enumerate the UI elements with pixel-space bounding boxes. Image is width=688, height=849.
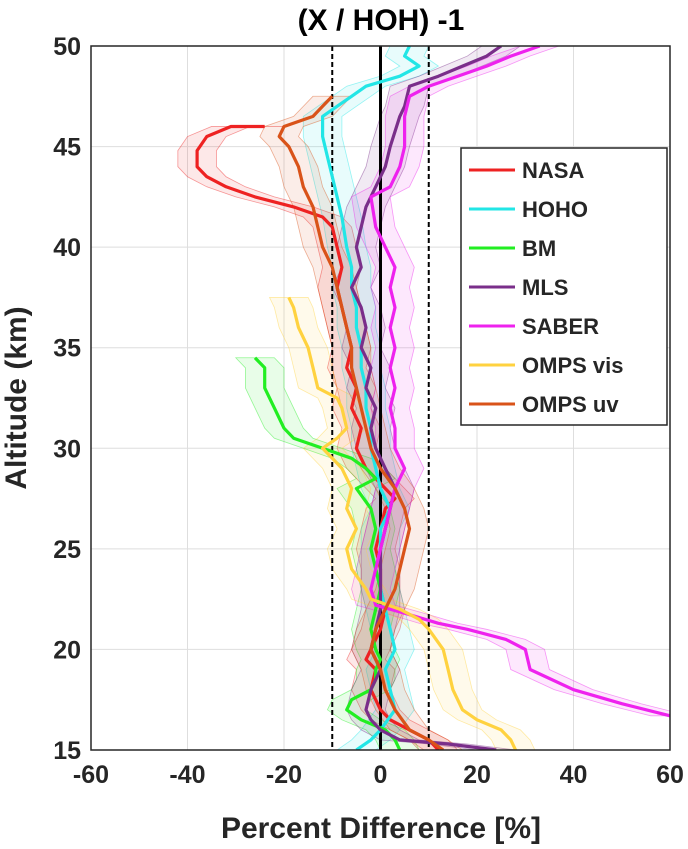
x-tick-label: 20 — [463, 761, 491, 789]
nasa-series-line — [195, 124, 440, 750]
omps-uv-legend-label: OMPS uv — [522, 392, 619, 417]
x-axis-label: Percent Difference [%] — [221, 812, 541, 845]
y-tick-label: 25 — [53, 536, 81, 564]
nasa-legend-label: NASA — [522, 158, 584, 183]
y-tick-label: 40 — [53, 234, 81, 262]
bm-legend-label: BM — [522, 236, 556, 261]
x-tick-label: 0 — [374, 761, 388, 789]
mls-series-line — [350, 46, 503, 750]
data-series — [195, 46, 670, 750]
saber-series-line — [369, 46, 670, 718]
y-axis-label: Altitude (km) — [0, 306, 33, 489]
mls-legend-label: MLS — [522, 275, 568, 300]
x-tick-label: -60 — [73, 761, 109, 789]
legend: NASA HOHO BM MLS SABER OMPS vis OMPS uv — [460, 147, 668, 426]
y-tick-labels: 15 20 25 30 35 40 45 50 — [53, 33, 81, 765]
nasa-uncertainty-band — [177, 126, 459, 750]
y-tick-label: 20 — [53, 636, 81, 664]
x-tick-label: -20 — [266, 761, 302, 789]
x-tick-label: 60 — [656, 761, 684, 789]
y-tick-label: 35 — [53, 335, 81, 363]
x-tick-labels: -60 -40 -20 0 20 40 60 — [73, 761, 684, 789]
y-tick-label: 50 — [53, 33, 81, 61]
saber-legend-label: SABER — [522, 314, 599, 339]
y-tick-label: 15 — [53, 737, 81, 765]
y-tick-label: 45 — [53, 134, 81, 162]
y-tick-label: 30 — [53, 435, 81, 463]
omps-vis-series-line — [287, 296, 518, 750]
omps-vis-uncertainty-band — [268, 297, 536, 750]
hoho-legend-label: HOHO — [522, 197, 588, 222]
x-tick-label: 40 — [560, 761, 588, 789]
chart-title: (X / HOH) -1 — [298, 4, 465, 37]
omps-uv-series-line — [277, 95, 445, 750]
x-tick-label: -40 — [169, 761, 205, 789]
plot-frame — [90, 45, 671, 751]
saber-uncertainty-band — [351, 46, 670, 717]
omps-vis-legend-label: OMPS vis — [522, 353, 623, 378]
hoho-series-line — [321, 46, 421, 750]
